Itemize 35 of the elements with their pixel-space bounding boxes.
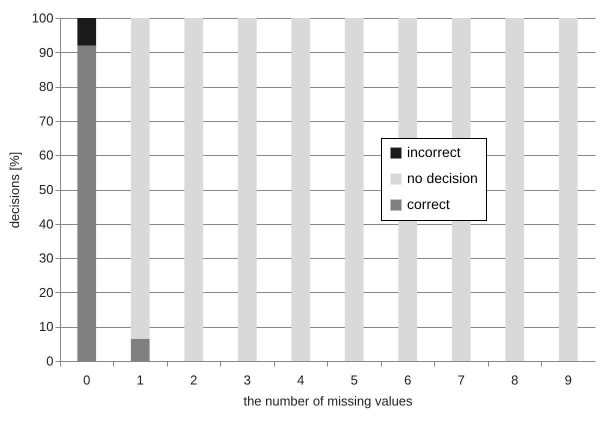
x-axis-title: the number of missing values — [243, 394, 414, 408]
y-tick-label: 40 — [39, 216, 54, 232]
x-tick-label: 5 — [350, 372, 358, 388]
x-tick-label: 3 — [244, 372, 251, 388]
bar — [344, 18, 364, 361]
bar — [558, 18, 578, 361]
y-tick-label: 80 — [39, 79, 54, 94]
y-tick-label: 100 — [32, 10, 54, 26]
x-tick-label: 9 — [564, 372, 572, 388]
legend-label: incorrect — [407, 144, 461, 160]
bar — [184, 18, 204, 361]
y-tick-label: 20 — [39, 284, 54, 300]
x-tick-label: 1 — [136, 372, 144, 388]
y-tick-label: 10 — [39, 319, 54, 334]
y-tick-label: 60 — [39, 148, 54, 163]
x-tick-label: 7 — [458, 372, 465, 388]
x-tick-label: 0 — [83, 372, 90, 388]
y-tick-label: 70 — [39, 113, 54, 128]
bar — [77, 18, 96, 46]
bar — [130, 18, 150, 339]
x-tick-label: 6 — [404, 372, 412, 388]
y-axis-title: decisions [%] — [6, 152, 22, 228]
bar — [291, 18, 310, 361]
bar — [130, 338, 150, 361]
y-tick-label: 30 — [39, 250, 54, 266]
legend-label: correct — [407, 196, 450, 212]
x-tick-label: 8 — [511, 372, 518, 388]
bar — [505, 18, 524, 361]
x-tick-label: 2 — [190, 372, 198, 388]
y-tick-label: 0 — [46, 354, 54, 368]
bar — [238, 18, 257, 361]
legend-label: no decision — [407, 170, 478, 186]
x-tick-label: 4 — [297, 372, 304, 388]
y-tick-label: 90 — [39, 44, 54, 60]
y-tick-label: 50 — [39, 182, 54, 197]
